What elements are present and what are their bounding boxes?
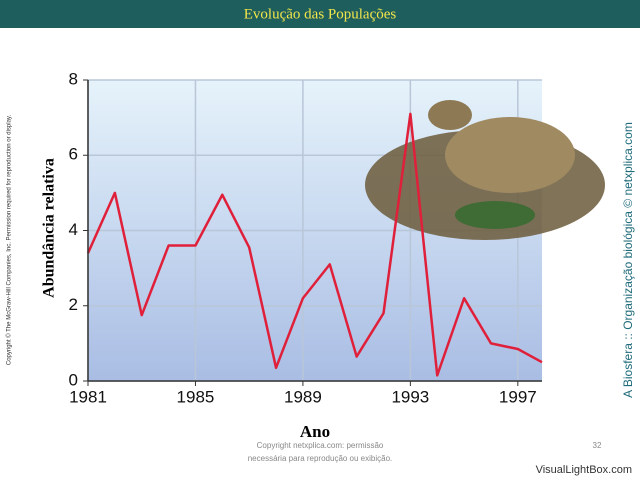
- header-bar: [0, 0, 640, 28]
- footer-copyright: Copyright netxplica.com: permissão: [257, 441, 384, 450]
- y-tick-label: 0: [69, 370, 78, 389]
- page-number: 32: [593, 441, 602, 450]
- x-tick-label: 1985: [177, 387, 215, 406]
- y-axis-label: Abundância relativa: [41, 158, 58, 298]
- x-axis-label: Ano: [300, 422, 330, 441]
- leaves: [455, 201, 535, 229]
- data-line: [86, 112, 543, 377]
- y-tick-label: 6: [69, 145, 78, 164]
- header-title: Evolução das Populações: [244, 6, 397, 22]
- y-tick-label: 4: [69, 220, 78, 239]
- illustration: [365, 100, 605, 240]
- marks: [86, 112, 543, 377]
- footer-copyright: necessária para reprodução ou exibição.: [248, 454, 393, 463]
- x-tick-label: 1997: [499, 387, 537, 406]
- x-tick-label: 1981: [69, 387, 107, 406]
- y-tick-label: 2: [69, 295, 78, 314]
- x-tick-label: 1989: [284, 387, 322, 406]
- side-credit: A Biosfera :: Organização biológica © ne…: [621, 122, 635, 398]
- x-tick-label: 1993: [391, 387, 429, 406]
- y-tick-label: 8: [69, 69, 78, 88]
- watermark: VisualLightBox.com: [536, 464, 632, 476]
- side-copyright: Copyright © The McGraw-Hill Companies, I…: [6, 115, 13, 366]
- animal-body: [445, 117, 575, 193]
- animal-head: [428, 100, 472, 130]
